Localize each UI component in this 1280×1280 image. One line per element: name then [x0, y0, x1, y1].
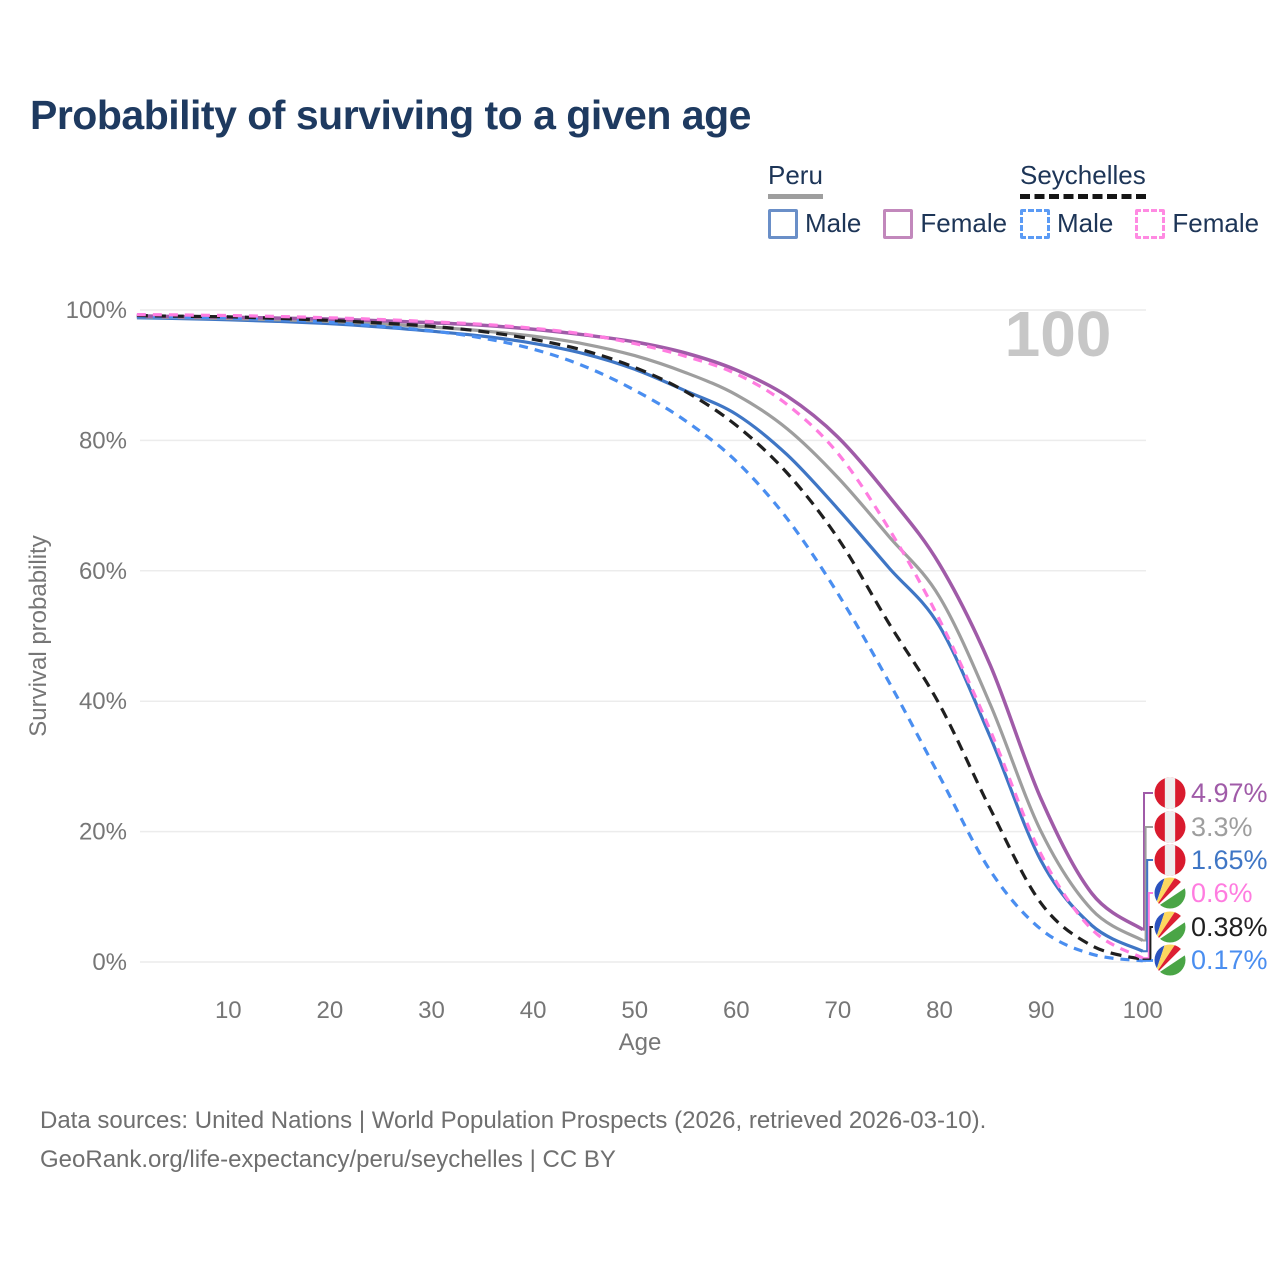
- x-tick-label: 10: [215, 997, 242, 1024]
- x-tick-label: 20: [317, 997, 344, 1024]
- footer: Data sources: United Nations | World Pop…: [40, 1101, 986, 1179]
- x-tick-label: 90: [1028, 997, 1055, 1024]
- legend-label-peru-male[interactable]: Male: [805, 208, 862, 238]
- checkbox-peru-female[interactable]: [883, 208, 914, 239]
- checkbox-seychelles-male[interactable]: [1020, 208, 1050, 239]
- x-tick-label: 60: [723, 997, 750, 1024]
- y-tick-label: 100%: [66, 297, 127, 324]
- curve-peru-female[interactable]: [136, 314, 1144, 932]
- hovered-age-watermark: 100: [1005, 298, 1112, 370]
- legend-group-peru: Peru Male Female: [768, 160, 1029, 239]
- gridlines: 0% 20% 40% 60% 80% 100% 10 20 30 40 50 60 70 80 90 100: [66, 297, 1163, 1024]
- legend-label-seychelles-female[interactable]: Female: [1172, 208, 1260, 238]
- curve-seychelles[interactable]: [136, 313, 1144, 962]
- curves-layer: [136, 313, 1144, 963]
- y-tick-label: 20%: [79, 819, 127, 846]
- label-connector: [1142, 859, 1153, 953]
- end-value-label: 0.38%: [1191, 912, 1268, 942]
- x-tick-label: 100: [1123, 997, 1163, 1024]
- y-tick-label: 40%: [79, 688, 127, 715]
- end-value-label: 3.3%: [1191, 812, 1253, 842]
- checkbox-seychelles-female[interactable]: [1135, 208, 1166, 239]
- flag-peru-icon: [1154, 777, 1186, 809]
- y-tick-label: 60%: [79, 558, 127, 585]
- legend-group-seychelles: Seychelles Male Female: [1020, 160, 1280, 239]
- label-connector: [1142, 892, 1153, 960]
- curve-seychelles-male[interactable]: [136, 314, 1143, 963]
- curve-peru[interactable]: [136, 315, 1144, 942]
- label-connectors: [1142, 792, 1153, 962]
- flag-peru-icon: [1154, 844, 1186, 876]
- end-value-label: 1.65%: [1191, 845, 1268, 875]
- end-value-label: 0.6%: [1191, 878, 1253, 908]
- flag-peru-icon: [1154, 811, 1186, 843]
- y-tick-label: 0%: [92, 949, 127, 976]
- label-connector: [1142, 792, 1153, 931]
- end-value-label: 4.97%: [1191, 778, 1268, 808]
- x-tick-label: 40: [520, 997, 547, 1024]
- flag-seychelles-icon: [1154, 877, 1186, 909]
- x-axis-title: Age: [619, 1029, 662, 1056]
- footer-sources-line: Data sources: United Nations | World Pop…: [40, 1107, 987, 1134]
- x-tick-label: 50: [621, 997, 648, 1024]
- flag-seychelles-icon: [1154, 944, 1186, 976]
- legend-country-seychelles[interactable]: Seychelles: [1020, 160, 1146, 199]
- footer-url-line: GeoRank.org/life-expectancy/peru/seychel…: [40, 1146, 616, 1173]
- label-connector: [1142, 959, 1153, 962]
- flag-icons: [1154, 777, 1186, 976]
- y-tick-label: 80%: [79, 427, 127, 454]
- curve-seychelles-female[interactable]: [136, 313, 1144, 960]
- legend-label-seychelles-male[interactable]: Male: [1057, 208, 1114, 238]
- page-title: Probability of surviving to a given age: [30, 92, 751, 138]
- legend-country-peru[interactable]: Peru: [768, 160, 823, 199]
- flag-seychelles-icon: [1154, 911, 1186, 943]
- label-connector: [1142, 926, 1153, 961]
- x-tick-label: 80: [926, 997, 953, 1024]
- curve-peru-male[interactable]: [136, 316, 1144, 953]
- label-connector: [1142, 826, 1153, 942]
- end-value-labels: 4.97% 3.3%1.65%0.6% 0.38%0.17%: [1191, 778, 1268, 975]
- end-value-label: 0.17%: [1191, 945, 1268, 975]
- y-axis-title: Survival probability: [25, 535, 52, 736]
- x-tick-label: 30: [418, 997, 445, 1024]
- x-tick-label: 70: [825, 997, 852, 1024]
- checkbox-peru-male[interactable]: [768, 208, 798, 239]
- legend-label-peru-female[interactable]: Female: [920, 208, 1008, 238]
